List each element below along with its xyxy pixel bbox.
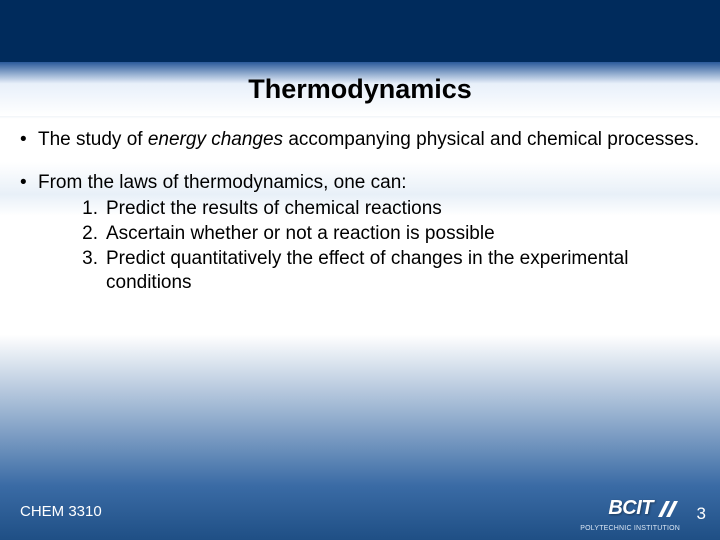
bullet-dot: • [20, 128, 38, 153]
top-bar [0, 0, 720, 62]
list-item: 3. Predict quantitatively the effect of … [76, 247, 700, 296]
text-fragment: accompanying physical and chemical proce… [283, 129, 699, 150]
item-text: Predict quantitatively the effect of cha… [106, 247, 700, 296]
bullet-dot: • [20, 171, 38, 196]
bcit-logo: BCIT [608, 497, 680, 520]
content-area: • The study of energy changes accompanyi… [20, 128, 700, 314]
page-number: 3 [697, 504, 706, 524]
slide-title: Thermodynamics [248, 74, 472, 105]
list-item: 1. Predict the results of chemical react… [76, 197, 700, 222]
list-item: 2. Ascertain whether or not a reaction i… [76, 222, 700, 247]
item-text: Ascertain whether or not a reaction is p… [106, 222, 495, 247]
numbered-list: 1. Predict the results of chemical react… [76, 197, 700, 296]
item-number: 1. [76, 197, 106, 222]
text-emphasis: energy changes [148, 129, 283, 150]
item-number: 3. [76, 247, 106, 296]
footer-course-code: CHEM 3310 [20, 503, 102, 520]
logo-mark-icon [656, 499, 680, 519]
logo-text: BCIT [608, 497, 653, 520]
bullet-item: • From the laws of thermodynamics, one c… [20, 171, 700, 296]
bullet-text: The study of energy changes accompanying… [38, 128, 700, 153]
text-fragment: The study of [38, 129, 148, 150]
item-text: Predict the results of chemical reaction… [106, 197, 442, 222]
slide: Thermodynamics • The study of energy cha… [0, 0, 720, 540]
logo-tagline: POLYTECHNIC INSTITUTION [580, 525, 680, 532]
title-band: Thermodynamics [0, 62, 720, 116]
bullet-item: • The study of energy changes accompanyi… [20, 128, 700, 153]
bullet-text: From the laws of thermodynamics, one can… [38, 171, 700, 196]
item-number: 2. [76, 222, 106, 247]
